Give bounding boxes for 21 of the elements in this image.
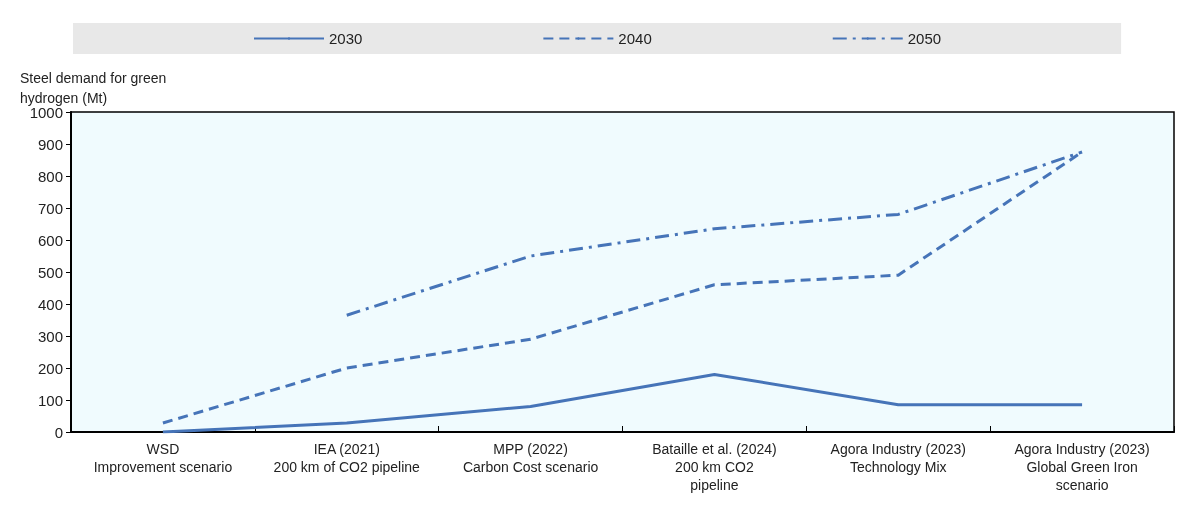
legend-label: 2030 bbox=[329, 30, 363, 47]
y-tick-label: 700 bbox=[37, 199, 63, 217]
x-tick-label: WSD Improvement scenario bbox=[93, 441, 233, 475]
legend-label: 2050 bbox=[907, 30, 942, 47]
y-tick-label: 300 bbox=[37, 327, 63, 345]
y-tick-label: 900 bbox=[37, 135, 63, 153]
line-series bbox=[161, 372, 1084, 434]
y-tick-label: 800 bbox=[37, 167, 63, 185]
x-tick-label: Agora Industry (2023) Technology Mix bbox=[830, 441, 966, 475]
x-tick-label: Bataille et al. (2024) 200 km CO2 pipeline bbox=[652, 441, 777, 493]
y-tick-label: 500 bbox=[37, 263, 63, 281]
y-tick-label: 400 bbox=[37, 295, 63, 313]
x-tick-label: IEA (2021) 200 km of CO2 pipeline bbox=[273, 441, 421, 475]
x-tick-label: MPP (2022) Carbon Cost scenario bbox=[462, 441, 599, 475]
y-axis-title: Steel demand for green hydrogen (Mt) bbox=[20, 70, 167, 106]
y-tick-label: 0 bbox=[54, 423, 63, 441]
y-tick-label: 600 bbox=[37, 231, 63, 249]
y-tick-label: 100 bbox=[37, 391, 63, 409]
y-tick-label: 200 bbox=[37, 359, 63, 377]
x-tick-label: Agora Industry (2023) Global Green Iron scenario bbox=[1014, 441, 1150, 493]
legend-label: 2040 bbox=[618, 30, 652, 47]
